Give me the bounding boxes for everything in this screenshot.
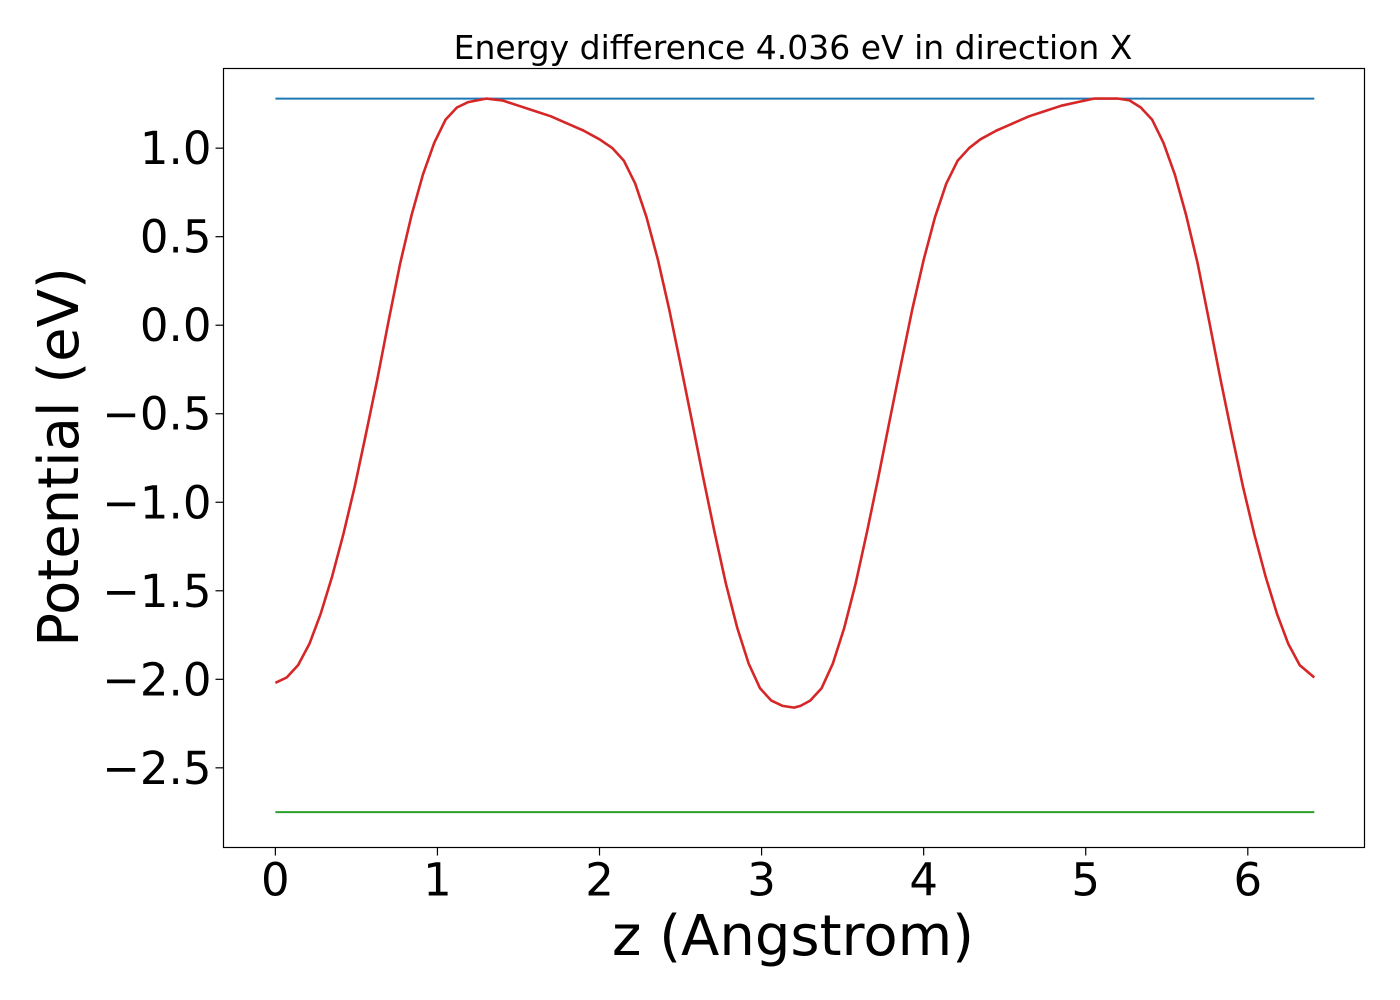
x-axis-label: z (Angstrom): [612, 904, 974, 969]
y-tick-label: 1.0: [140, 122, 212, 175]
y-tick-label: −1.0: [102, 476, 211, 529]
chart-title: Energy difference 4.036 eV in direction …: [454, 28, 1133, 67]
y-axis-label: Potential (eV): [27, 267, 92, 647]
plot-frame: [222, 67, 1366, 849]
x-tick-label: 6: [1233, 854, 1262, 907]
x-tick-label: 1: [423, 854, 452, 907]
x-axis-ticks: 0 1 2 3 4 5 6: [261, 847, 1262, 907]
y-tick-label: −0.5: [102, 388, 211, 441]
y-tick-label: −1.5: [102, 565, 211, 618]
plot-area: [274, 97, 1316, 814]
y-tick-label: 0.0: [140, 299, 212, 352]
x-tick-label: 3: [747, 854, 776, 907]
x-tick-label: 5: [1071, 854, 1100, 907]
y-tick-label: −2.0: [102, 653, 211, 706]
y-tick-label: 0.5: [140, 211, 212, 264]
y-tick-label: −2.5: [102, 742, 211, 795]
y-axis-ticks: −2.5 −2.0 −1.5 −1.0 −0.5 0.0 0.5 1.0: [102, 122, 224, 795]
x-tick-label: 0: [261, 854, 290, 907]
x-tick-label: 2: [585, 854, 614, 907]
x-tick-label: 4: [909, 854, 938, 907]
series-line-0: [274, 97, 1316, 709]
